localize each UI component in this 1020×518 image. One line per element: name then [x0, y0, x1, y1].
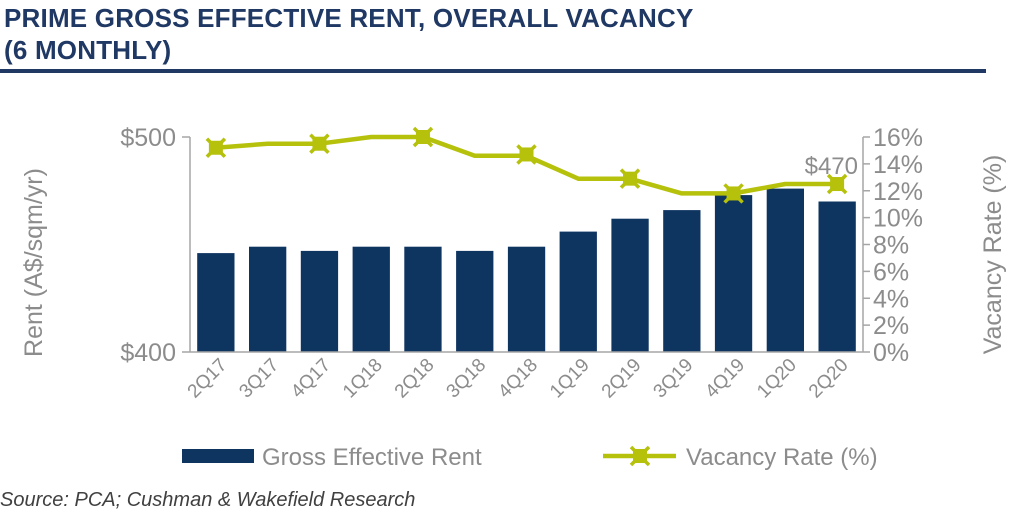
chart-title: PRIME GROSS EFFECTIVE RENT, OVERALL VACA…: [4, 2, 694, 66]
chart-title-line-1: PRIME GROSS EFFECTIVE RENT, OVERALL VACA…: [4, 3, 694, 33]
rent-bar: [559, 231, 597, 352]
vacancy-marker-cross: [723, 183, 744, 204]
vacancy-marker-cross: [826, 173, 848, 195]
right-tick-label: 16%: [873, 124, 923, 152]
y-axis-title-right: Vacancy Rate (%): [979, 155, 1007, 355]
x-tick-label: 2Q19: [598, 355, 646, 403]
rent-bar: [352, 246, 390, 352]
vacancy-marker-cross: [309, 133, 330, 154]
rent-bar: [404, 246, 442, 352]
rent-bar: [766, 188, 804, 352]
x-tick-label: 1Q20: [753, 355, 801, 403]
rent-bar: [818, 201, 856, 352]
rent-bar: [714, 195, 753, 352]
right-tick-label: 8%: [873, 232, 909, 260]
rent-bar: [249, 246, 287, 352]
x-tick-label: 2Q17: [184, 355, 232, 403]
legend-swatch-rent: [182, 449, 254, 463]
rent-bar: [507, 246, 546, 352]
x-tick-label: 1Q19: [546, 355, 594, 403]
right-tick-label: 12%: [873, 178, 923, 206]
x-tick-label: 4Q17: [287, 355, 335, 403]
rent-annotation: $470: [805, 153, 858, 180]
vacancy-marker-cross: [516, 144, 537, 165]
x-tick-label: 4Q19: [701, 355, 749, 403]
title-divider: [0, 69, 986, 73]
right-tick-label: 4%: [873, 285, 909, 313]
left-tick-label: $500: [120, 124, 176, 152]
x-tick-label: 3Q18: [443, 355, 491, 403]
chart-title-line-2: (6 MONTHLY): [4, 35, 172, 65]
right-tick-label: 0%: [873, 339, 909, 367]
x-tick-label: 4Q18: [494, 355, 542, 403]
x-tick-label: 1Q18: [339, 355, 387, 403]
source-note: Source: PCA; Cushman & Wakefield Researc…: [0, 489, 416, 511]
vacancy-marker-cross: [412, 126, 434, 148]
x-tick-label: 2Q18: [391, 355, 439, 403]
left-tick-label: $400: [120, 339, 176, 367]
vacancy-marker-cross: [619, 168, 641, 189]
x-tick-label: 3Q19: [650, 355, 698, 403]
vacancy-marker-cross: [205, 137, 227, 158]
rent-bar: [197, 253, 235, 352]
vacancy-line: [215, 134, 838, 196]
legend-label-vacancy: Vacancy Rate (%): [686, 444, 878, 471]
x-tick-label: 3Q17: [235, 355, 283, 403]
rent-bar: [456, 250, 494, 352]
right-tick-label: 14%: [873, 151, 923, 179]
legend-label-rent: Gross Effective Rent: [262, 444, 482, 471]
rent-bar: [611, 218, 649, 352]
rent-bar: [300, 250, 339, 352]
right-tick-label: 10%: [873, 205, 923, 233]
rent-bar: [663, 210, 701, 352]
right-tick-label: 2%: [873, 312, 909, 340]
x-tick-label: 2Q20: [805, 355, 853, 403]
y-axis-title: Rent (A$/sqm/yr): [20, 168, 48, 357]
legend-marker-vacancy-cross: [629, 445, 651, 467]
right-tick-label: 6%: [873, 258, 909, 286]
